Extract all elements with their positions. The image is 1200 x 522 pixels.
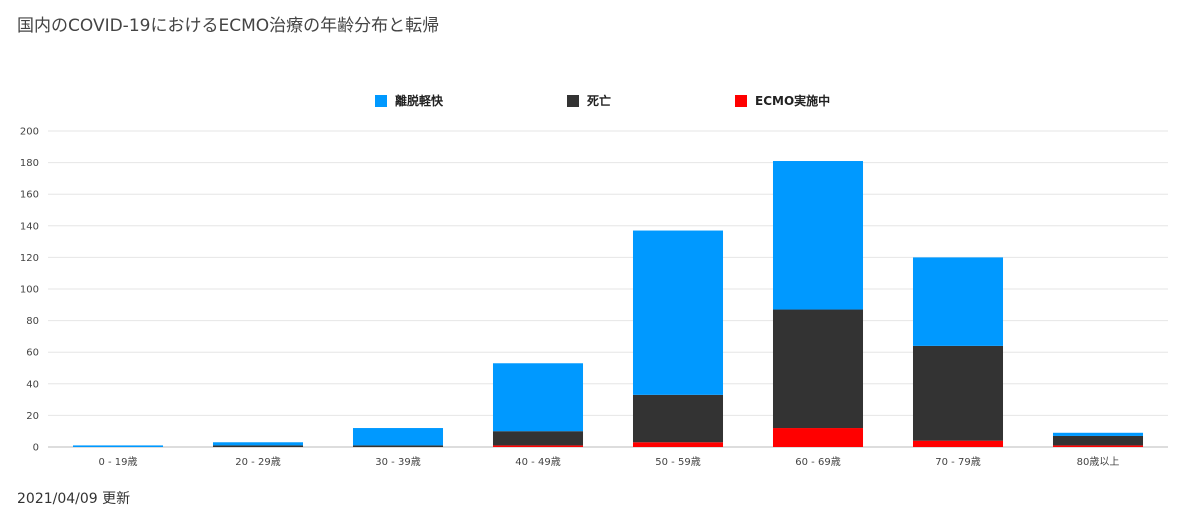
legend-item-ongoing[interactable]: ECMO実施中 — [735, 92, 830, 109]
bar-segment[interactable] — [352, 445, 444, 447]
bar-segment[interactable] — [1052, 445, 1144, 447]
legend-swatch-ongoing — [735, 94, 747, 107]
bar-segment[interactable] — [492, 363, 584, 432]
bar-segment[interactable] — [492, 445, 584, 447]
x-tick-label: 60 - 69歳 — [795, 456, 840, 468]
y-tick-label: 160 — [20, 190, 39, 201]
x-tick-label: 70 - 79歳 — [935, 456, 980, 468]
y-tick-label: 180 — [20, 158, 39, 169]
bar-segment[interactable] — [772, 309, 864, 429]
y-tick-label: 0 — [33, 443, 39, 454]
bar-segment[interactable] — [212, 445, 304, 447]
legend-item-recovered[interactable]: 離脱軽快 — [375, 92, 443, 109]
bar-segment[interactable] — [632, 442, 724, 447]
bar-segment[interactable] — [352, 428, 444, 446]
chart-title: 国内のCOVID-19におけるECMO治療の年齢分布と転帰 — [17, 16, 440, 36]
y-tick-label: 140 — [20, 221, 39, 232]
y-tick-label: 40 — [26, 379, 39, 390]
x-axis-ticks: 0 - 19歳 20 - 29歳 30 - 39歳 40 - 49歳 50 - 59歳 6… — [98, 456, 1119, 468]
bar-segment[interactable] — [912, 345, 1004, 441]
chart-legend: 離脱軽快 死亡 ECMO実施中 — [0, 92, 1200, 110]
bar-segment[interactable] — [632, 394, 724, 443]
bar-segment[interactable] — [912, 257, 1004, 346]
bar-segment[interactable] — [772, 161, 864, 310]
x-tick-label: 20 - 29歳 — [235, 456, 280, 468]
bar-segment[interactable] — [72, 445, 164, 447]
x-tick-label: 80歳以上 — [1077, 456, 1120, 468]
update-date: 2021/04/09 更新 — [17, 491, 131, 507]
x-tick-label: 0 - 19歳 — [98, 456, 137, 468]
bar-segment[interactable] — [492, 431, 584, 446]
bars — [72, 161, 1144, 447]
bar-segment[interactable] — [212, 442, 304, 446]
bar-segment[interactable] — [912, 440, 1004, 447]
stacked-bar-chart: 0 20 40 60 80 100 120 140 160 180 200 0 - 19歳 20 - … — [20, 127, 1168, 468]
legend-swatch-death — [567, 94, 579, 107]
y-tick-label: 80 — [26, 316, 39, 327]
bar-segment[interactable] — [632, 230, 724, 395]
y-tick-label: 20 — [26, 411, 39, 422]
legend-label-death: 死亡 — [587, 94, 612, 108]
x-tick-label: 50 - 59歳 — [655, 456, 700, 468]
x-tick-label: 40 - 49歳 — [515, 456, 560, 468]
legend-label-recovered: 離脱軽快 — [395, 94, 444, 108]
legend-swatch-recovered — [375, 94, 387, 107]
bar-segment[interactable] — [772, 428, 864, 447]
y-tick-label: 60 — [26, 348, 39, 359]
y-tick-label: 120 — [20, 253, 39, 264]
legend-label-ongoing: ECMO実施中 — [755, 94, 831, 108]
bar-segment[interactable] — [1052, 435, 1144, 446]
y-axis-ticks: 0 20 40 60 80 100 120 140 160 180 200 — [20, 127, 39, 454]
y-tick-label: 100 — [20, 285, 39, 296]
y-tick-label: 200 — [20, 127, 39, 138]
bar-segment[interactable] — [1052, 432, 1144, 436]
legend-item-death[interactable]: 死亡 — [567, 92, 611, 109]
x-tick-label: 30 - 39歳 — [375, 456, 420, 468]
